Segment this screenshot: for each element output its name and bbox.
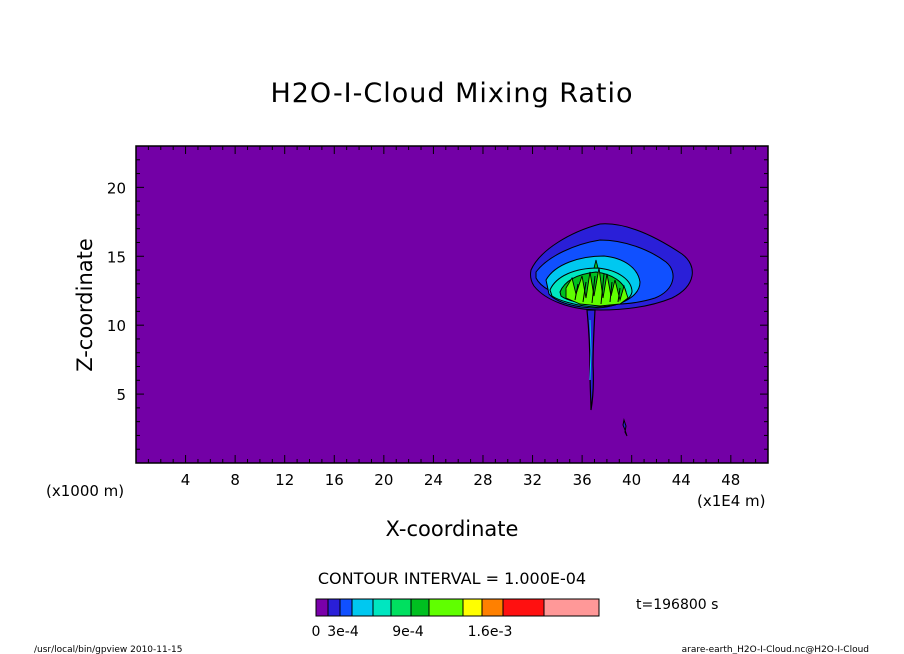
color-scale-swatch — [543, 598, 600, 617]
updraft-column — [586, 309, 596, 411]
x-axis-label: X-coordinate — [386, 517, 519, 541]
color-scale-swatch — [351, 598, 374, 617]
y-tick-label: 5 — [116, 386, 126, 404]
color-scale-swatch — [390, 598, 412, 617]
y-axis: 5 10 15 20 — [107, 159, 768, 450]
color-scale-label: 1.6e-3 — [468, 624, 513, 640]
color-scale-swatch — [315, 598, 329, 617]
x-tick-label: 12 — [275, 471, 294, 489]
y-tick-label: 20 — [107, 179, 126, 197]
small-cell — [622, 418, 628, 437]
x-tick-label: 48 — [721, 471, 740, 489]
contour-core-lines — [574, 273, 621, 305]
footer-left: /usr/local/bin/gpview 2010-11-15 — [34, 645, 182, 654]
color-scale-swatch — [410, 598, 430, 617]
chart-title: H2O-I-Cloud Mixing Ratio — [270, 78, 633, 109]
color-scale-swatch — [502, 598, 545, 617]
color-scale-label: 9e-4 — [392, 624, 424, 640]
x-tick-label: 28 — [473, 471, 492, 489]
color-scale-label: 0 — [312, 624, 321, 640]
x-tick-label: 20 — [374, 471, 393, 489]
x-tick-label: 4 — [181, 471, 191, 489]
y-tick-label: 10 — [107, 317, 126, 335]
x-tick-label: 32 — [523, 471, 542, 489]
color-scale-labels: 0 3e-4 9e-4 1.6e-3 — [312, 624, 513, 640]
x-tick-label: 16 — [325, 471, 344, 489]
color-scale-swatch — [428, 598, 464, 617]
contour-core-top — [593, 259, 599, 269]
color-scale-swatch — [462, 598, 483, 617]
x-tick-label: 24 — [424, 471, 443, 489]
footer-right: arare-earth_H2O-I-Cloud.nc@H2O-I-Cloud — [682, 645, 869, 654]
x-tick-label: 40 — [622, 471, 641, 489]
x-tick-label: 36 — [573, 471, 592, 489]
color-scale-swatch — [339, 598, 353, 617]
color-scale — [315, 598, 600, 617]
x-axis: 4 8 12 16 20 24 28 32 36 40 44 48 — [147, 146, 757, 489]
color-scale-label: 3e-4 — [327, 624, 359, 640]
y-unit-label: (x1000 m) — [46, 482, 124, 500]
color-scale-swatch — [372, 598, 392, 617]
y-axis-label: Z-coordinate — [73, 238, 97, 372]
x-tick-label: 8 — [230, 471, 240, 489]
plot-area — [135, 145, 769, 464]
contour-level-core — [565, 267, 629, 307]
y-tick-label: 15 — [107, 248, 126, 266]
x-unit-label: (x1E4 m) — [697, 492, 766, 510]
cloud-anvil — [529, 223, 693, 311]
plot-frame — [135, 145, 769, 464]
color-scale-swatch — [481, 598, 504, 617]
contour-interval-label: CONTOUR INTERVAL = 1.000E-04 — [318, 569, 586, 588]
time-label: t=196800 s — [636, 597, 718, 613]
color-scale-swatch — [327, 598, 341, 617]
field-background — [136, 146, 768, 463]
x-tick-label: 44 — [672, 471, 691, 489]
